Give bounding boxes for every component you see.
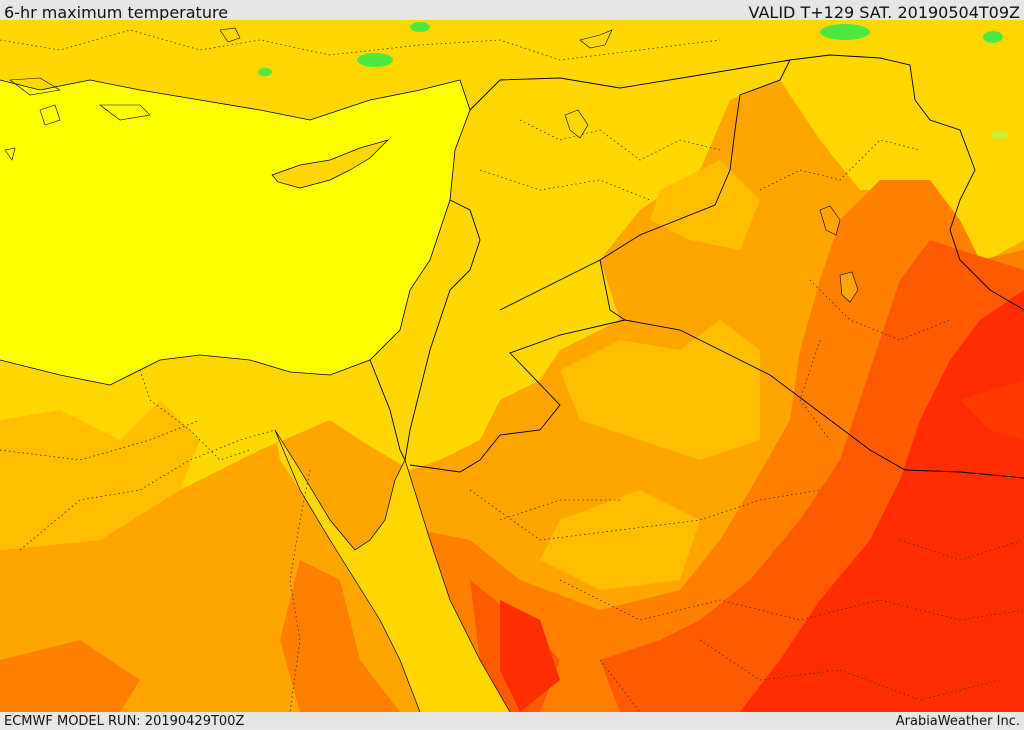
aegean-islands: [4, 27, 613, 161]
valid-time-label: VALID T+129 SAT. 20190504T09Z: [748, 3, 1020, 22]
map-title: 6-hr maximum temperature: [4, 3, 229, 22]
cool-spot-3: [410, 22, 430, 32]
sinai-border: [369, 359, 406, 461]
iraq-iran-border: [789, 54, 1024, 311]
credit-label: ArabiaWeather Inc.: [895, 714, 1020, 729]
model-run-label: ECMWF MODEL RUN: 20190429T00Z: [4, 714, 245, 729]
temperature-zone-red: [500, 290, 1024, 712]
syria-iraq-border: [499, 59, 791, 311]
cool-spot-1: [357, 53, 393, 67]
jordan-saudi-border: [409, 259, 627, 473]
map-canvas: [0, 20, 1024, 712]
levant-border: [404, 199, 481, 461]
cyprus-island: [271, 139, 390, 189]
cool-spot-6: [992, 131, 1008, 139]
syria-turkey-border: [469, 59, 791, 111]
turkey-coastline: [0, 79, 461, 121]
mediterranean-coastline: [0, 79, 471, 386]
footer-bar: ECMWF MODEL RUN: 20190429T00Z ArabiaWeat…: [0, 712, 1024, 729]
admin-boundaries: [0, 29, 1024, 712]
temperature-zone-light-orange: [0, 160, 760, 590]
iraq-saudi-border: [624, 319, 1024, 479]
cool-spot-2: [258, 68, 272, 76]
iraq-lake-2: [839, 271, 859, 303]
red-sea: [275, 430, 510, 712]
header-bar: 6-hr maximum temperature VALID T+129 SAT…: [0, 0, 1024, 22]
red-sea-coastline: [274, 429, 511, 712]
lake-assad: [564, 109, 589, 139]
cool-spot-5: [983, 31, 1003, 43]
iraq-lake-1: [819, 205, 841, 236]
persian-gulf: [960, 380, 1024, 440]
cool-spot-4: [820, 24, 870, 40]
temperature-map[interactable]: [0, 20, 1024, 712]
